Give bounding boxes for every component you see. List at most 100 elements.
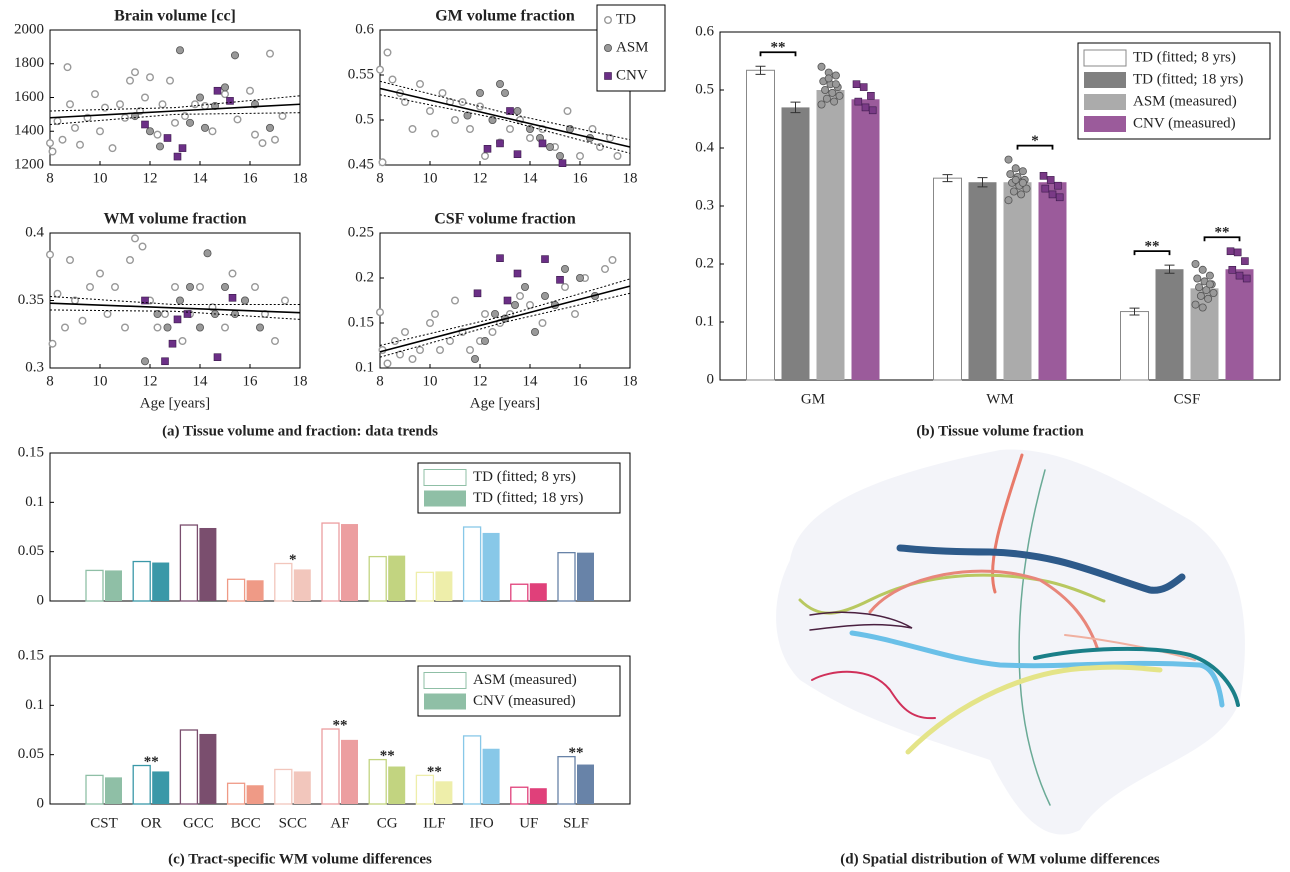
x-tick-label: 16 (243, 170, 259, 186)
significance-label: ** (427, 764, 442, 780)
point (438, 88, 447, 97)
point (1022, 184, 1031, 193)
point (1195, 283, 1204, 292)
point (195, 283, 204, 292)
tract-rendering (776, 449, 1245, 835)
point (835, 91, 844, 100)
point (173, 152, 182, 161)
x-tick-label: 18 (293, 170, 308, 186)
point (604, 16, 613, 25)
point (75, 140, 84, 149)
point (538, 139, 547, 148)
fit-line (49, 103, 301, 119)
point (163, 134, 172, 142)
point (513, 269, 522, 278)
point (510, 300, 519, 309)
y-tick-label: 0.3 (25, 359, 44, 375)
bar (435, 781, 453, 804)
bar (226, 578, 246, 602)
point (130, 234, 139, 243)
x-tick-label: 10 (423, 373, 438, 389)
point (178, 144, 187, 152)
axes-frame (49, 29, 301, 166)
x-tick-label: GCC (183, 815, 214, 831)
legend-swatch (423, 672, 467, 689)
point (571, 310, 580, 319)
bar (388, 766, 406, 804)
point (824, 74, 833, 83)
tract (809, 611, 913, 631)
y-tick-label: 0.4 (25, 224, 44, 240)
y-tick-label: 0.1 (25, 494, 44, 510)
point (183, 310, 192, 318)
bar (132, 764, 151, 805)
bar (85, 569, 104, 602)
x-tick-label: IFO (470, 815, 494, 831)
bar (368, 758, 387, 805)
brain-shadow (776, 449, 1245, 835)
bar (388, 555, 406, 601)
point (496, 254, 504, 262)
point (830, 97, 839, 106)
point (220, 90, 229, 99)
point (120, 323, 129, 332)
point (103, 310, 112, 319)
point (160, 310, 169, 319)
x-tick-label: CST (90, 815, 118, 831)
significance-label: ** (1215, 225, 1230, 241)
legend-label: ASM (measured) (473, 672, 577, 688)
significance-bracket (1203, 236, 1241, 242)
error-bar (755, 65, 766, 75)
tract (1033, 646, 1240, 707)
x-tick-label: 10 (93, 170, 108, 186)
point (466, 124, 475, 133)
point (526, 125, 535, 134)
point (213, 353, 222, 362)
point (859, 83, 868, 91)
point (1205, 271, 1214, 280)
point (90, 90, 99, 99)
chart-title: CSF volume fraction (434, 211, 576, 228)
point (558, 159, 567, 167)
point (1041, 184, 1050, 193)
point (1039, 172, 1048, 180)
point (408, 355, 417, 364)
point (240, 296, 249, 305)
bar (415, 571, 435, 602)
point (1004, 196, 1013, 205)
legend-label: CNV (measured) (1133, 115, 1236, 131)
bar (816, 90, 845, 380)
point (178, 337, 187, 346)
point (1018, 178, 1027, 187)
point (481, 151, 490, 160)
bar (510, 583, 529, 602)
bar (85, 774, 104, 805)
point (48, 147, 57, 156)
point (506, 124, 515, 133)
point (140, 357, 149, 366)
y-tick-label: 2000 (14, 21, 44, 37)
x-tick-label: 18 (293, 373, 308, 389)
bar (1155, 269, 1184, 380)
point (475, 89, 484, 98)
point (1191, 300, 1200, 309)
point (155, 142, 164, 151)
bar (246, 580, 264, 601)
confidence-line (379, 80, 631, 141)
point (175, 296, 184, 305)
confidence-line (49, 95, 301, 112)
point (161, 357, 169, 366)
x-tick-label: 16 (243, 373, 259, 389)
point (490, 309, 499, 318)
point (125, 256, 134, 265)
y-tick-label: 0 (37, 795, 45, 811)
bar (179, 729, 199, 805)
significance-label: ** (771, 40, 786, 56)
bar (341, 524, 358, 601)
point (1054, 181, 1062, 190)
error-bar (977, 177, 988, 188)
point (383, 48, 392, 57)
point (608, 256, 617, 265)
bar (199, 733, 217, 804)
tract (811, 670, 936, 720)
